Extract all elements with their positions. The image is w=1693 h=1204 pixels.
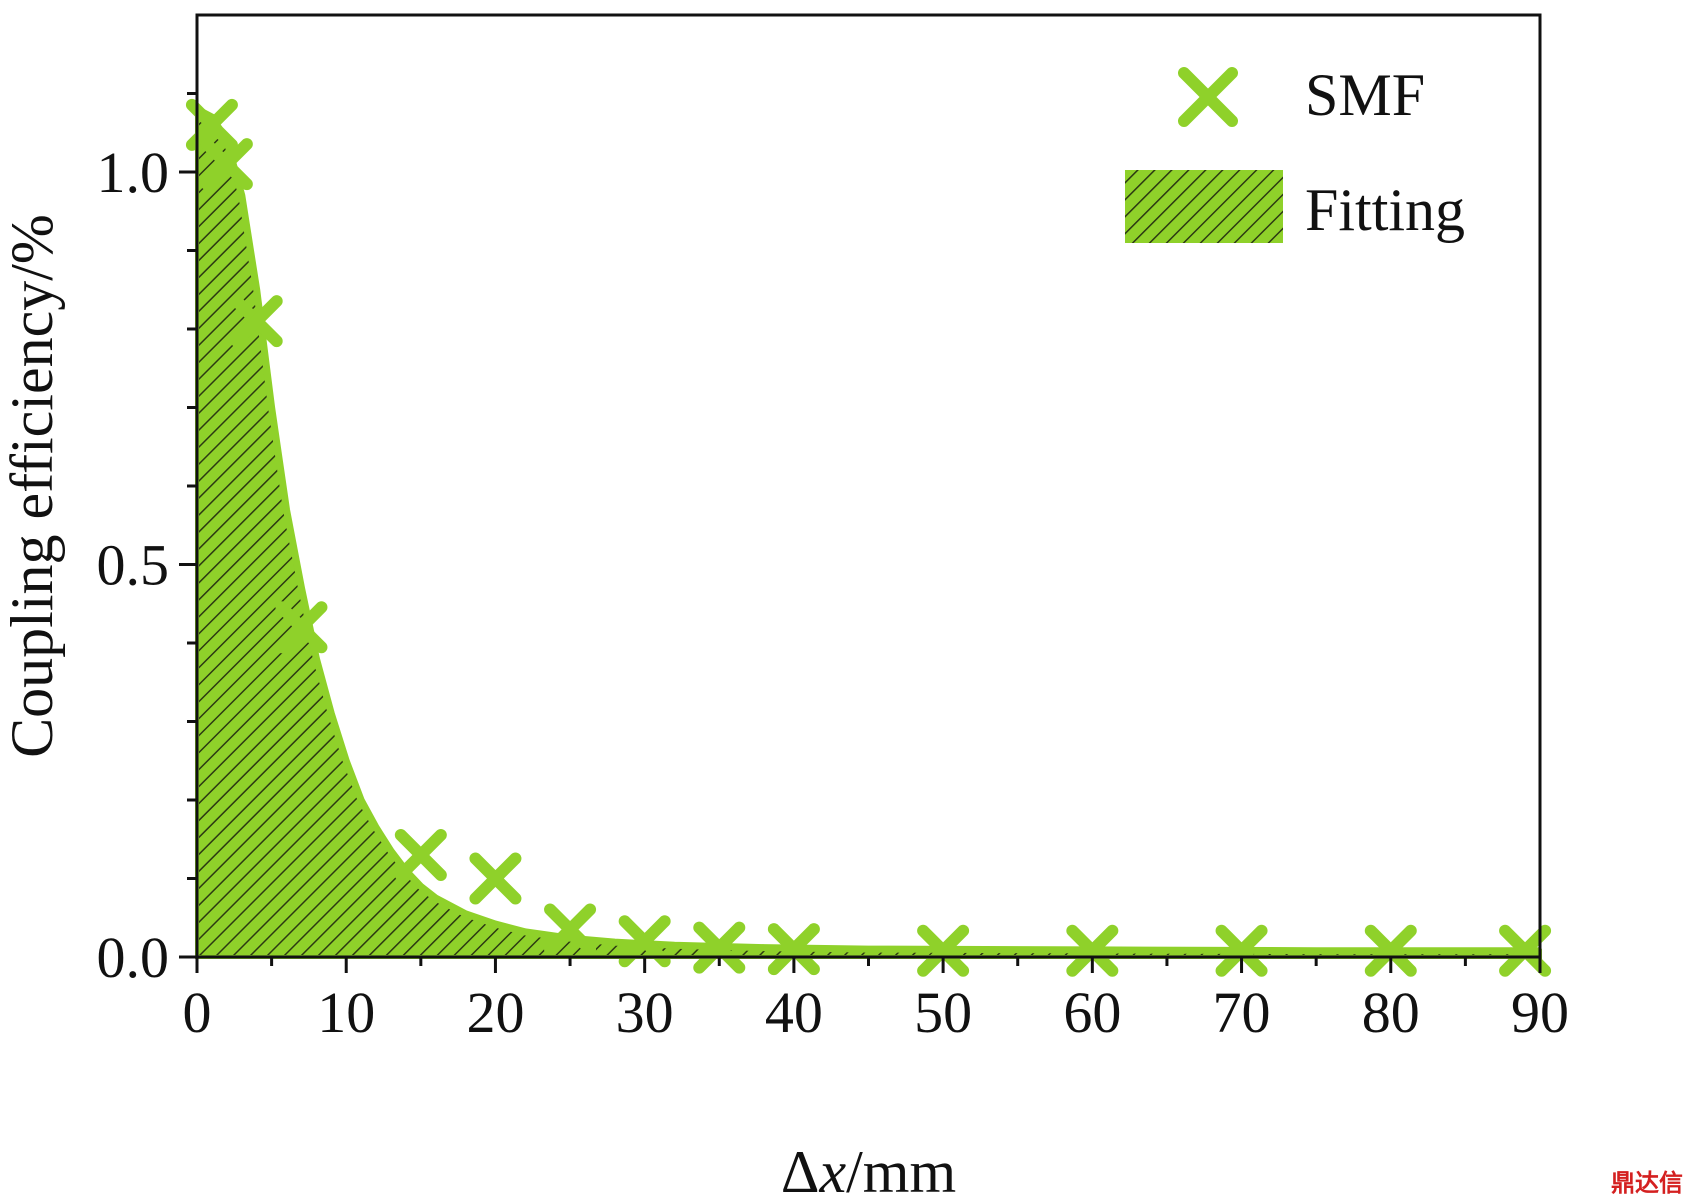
smf-marker-stroke-b — [1066, 924, 1119, 977]
smf-marker-stroke-b — [200, 138, 253, 191]
smf-marker — [1364, 924, 1417, 977]
x-tick-label: 50 — [914, 980, 972, 1045]
smf-marker-stroke-b — [767, 923, 820, 976]
y-tick-label: 0.0 — [97, 925, 170, 990]
x-tick-label: 90 — [1511, 980, 1569, 1045]
x-tick-label: 0 — [183, 980, 212, 1045]
legend-smf-label: SMF — [1305, 62, 1425, 128]
smf-marker — [1499, 924, 1552, 977]
y-tick-label: 1.0 — [97, 140, 170, 205]
x-tick-label: 40 — [765, 980, 823, 1045]
smf-marker-stroke-b — [469, 852, 522, 905]
x-axis: 0 10 20 30 40 50 60 70 80 90 — [183, 957, 1569, 1045]
smf-marker-stroke-b — [394, 828, 447, 881]
legend: SMF Fitting — [1125, 62, 1465, 243]
smf-marker-stroke-b — [1215, 924, 1268, 977]
x-axis-title-variable: x — [818, 1139, 846, 1204]
smf-marker — [469, 852, 522, 905]
smf-marker — [544, 903, 597, 956]
smf-marker-stroke-b — [618, 915, 671, 968]
x-tick-label: 60 — [1063, 980, 1121, 1045]
smf-marker-stroke-b — [230, 295, 283, 348]
smf-marker — [693, 921, 746, 974]
legend-fitting-swatch — [1125, 170, 1283, 243]
smf-marker-stroke-b — [1364, 924, 1417, 977]
x-tick-label: 20 — [466, 980, 524, 1045]
smf-marker-stroke-b — [544, 903, 597, 956]
y-axis-title: Coupling efficiency/% — [0, 214, 65, 758]
smf-marker — [1066, 924, 1119, 977]
plot-frame — [195, 13, 1542, 959]
smf-marker — [917, 924, 970, 977]
x-tick-label: 70 — [1213, 980, 1271, 1045]
smf-marker — [394, 828, 447, 881]
smf-marker — [767, 923, 820, 976]
legend-smf-marker — [1178, 67, 1238, 127]
smf-marker — [275, 601, 328, 654]
x-axis-title: Δx/mm — [781, 1139, 956, 1204]
plot-area — [185, 13, 1552, 977]
legend-smf-marker-glyph-stroke-b — [1178, 67, 1238, 127]
smf-marker-stroke-b — [275, 601, 328, 654]
x-tick-label: 80 — [1362, 980, 1420, 1045]
smf-marker-stroke-b — [917, 924, 970, 977]
smf-marker — [230, 295, 283, 348]
smf-marker-stroke-b — [185, 98, 238, 151]
smf-marker-layer — [185, 98, 1552, 977]
smf-marker-stroke-b — [693, 921, 746, 974]
smf-marker — [185, 98, 238, 151]
legend-fitting-label: Fitting — [1305, 177, 1465, 243]
watermark-logo: 鼎达信 — [1611, 1169, 1683, 1197]
smf-marker — [200, 138, 253, 191]
y-axis: 0.0 0.5 1.0 — [97, 92, 197, 990]
legend-smf-marker-glyph — [1178, 67, 1238, 127]
smf-marker-stroke-b — [1499, 924, 1552, 977]
x-axis-title-unit: /mm — [846, 1139, 956, 1204]
smf-marker — [1215, 924, 1268, 977]
y-tick-label: 0.5 — [97, 533, 170, 598]
smf-marker — [618, 915, 671, 968]
x-axis-title-prefix: Δ — [781, 1139, 820, 1204]
x-tick-label: 30 — [616, 980, 674, 1045]
x-tick-label: 10 — [317, 980, 375, 1045]
